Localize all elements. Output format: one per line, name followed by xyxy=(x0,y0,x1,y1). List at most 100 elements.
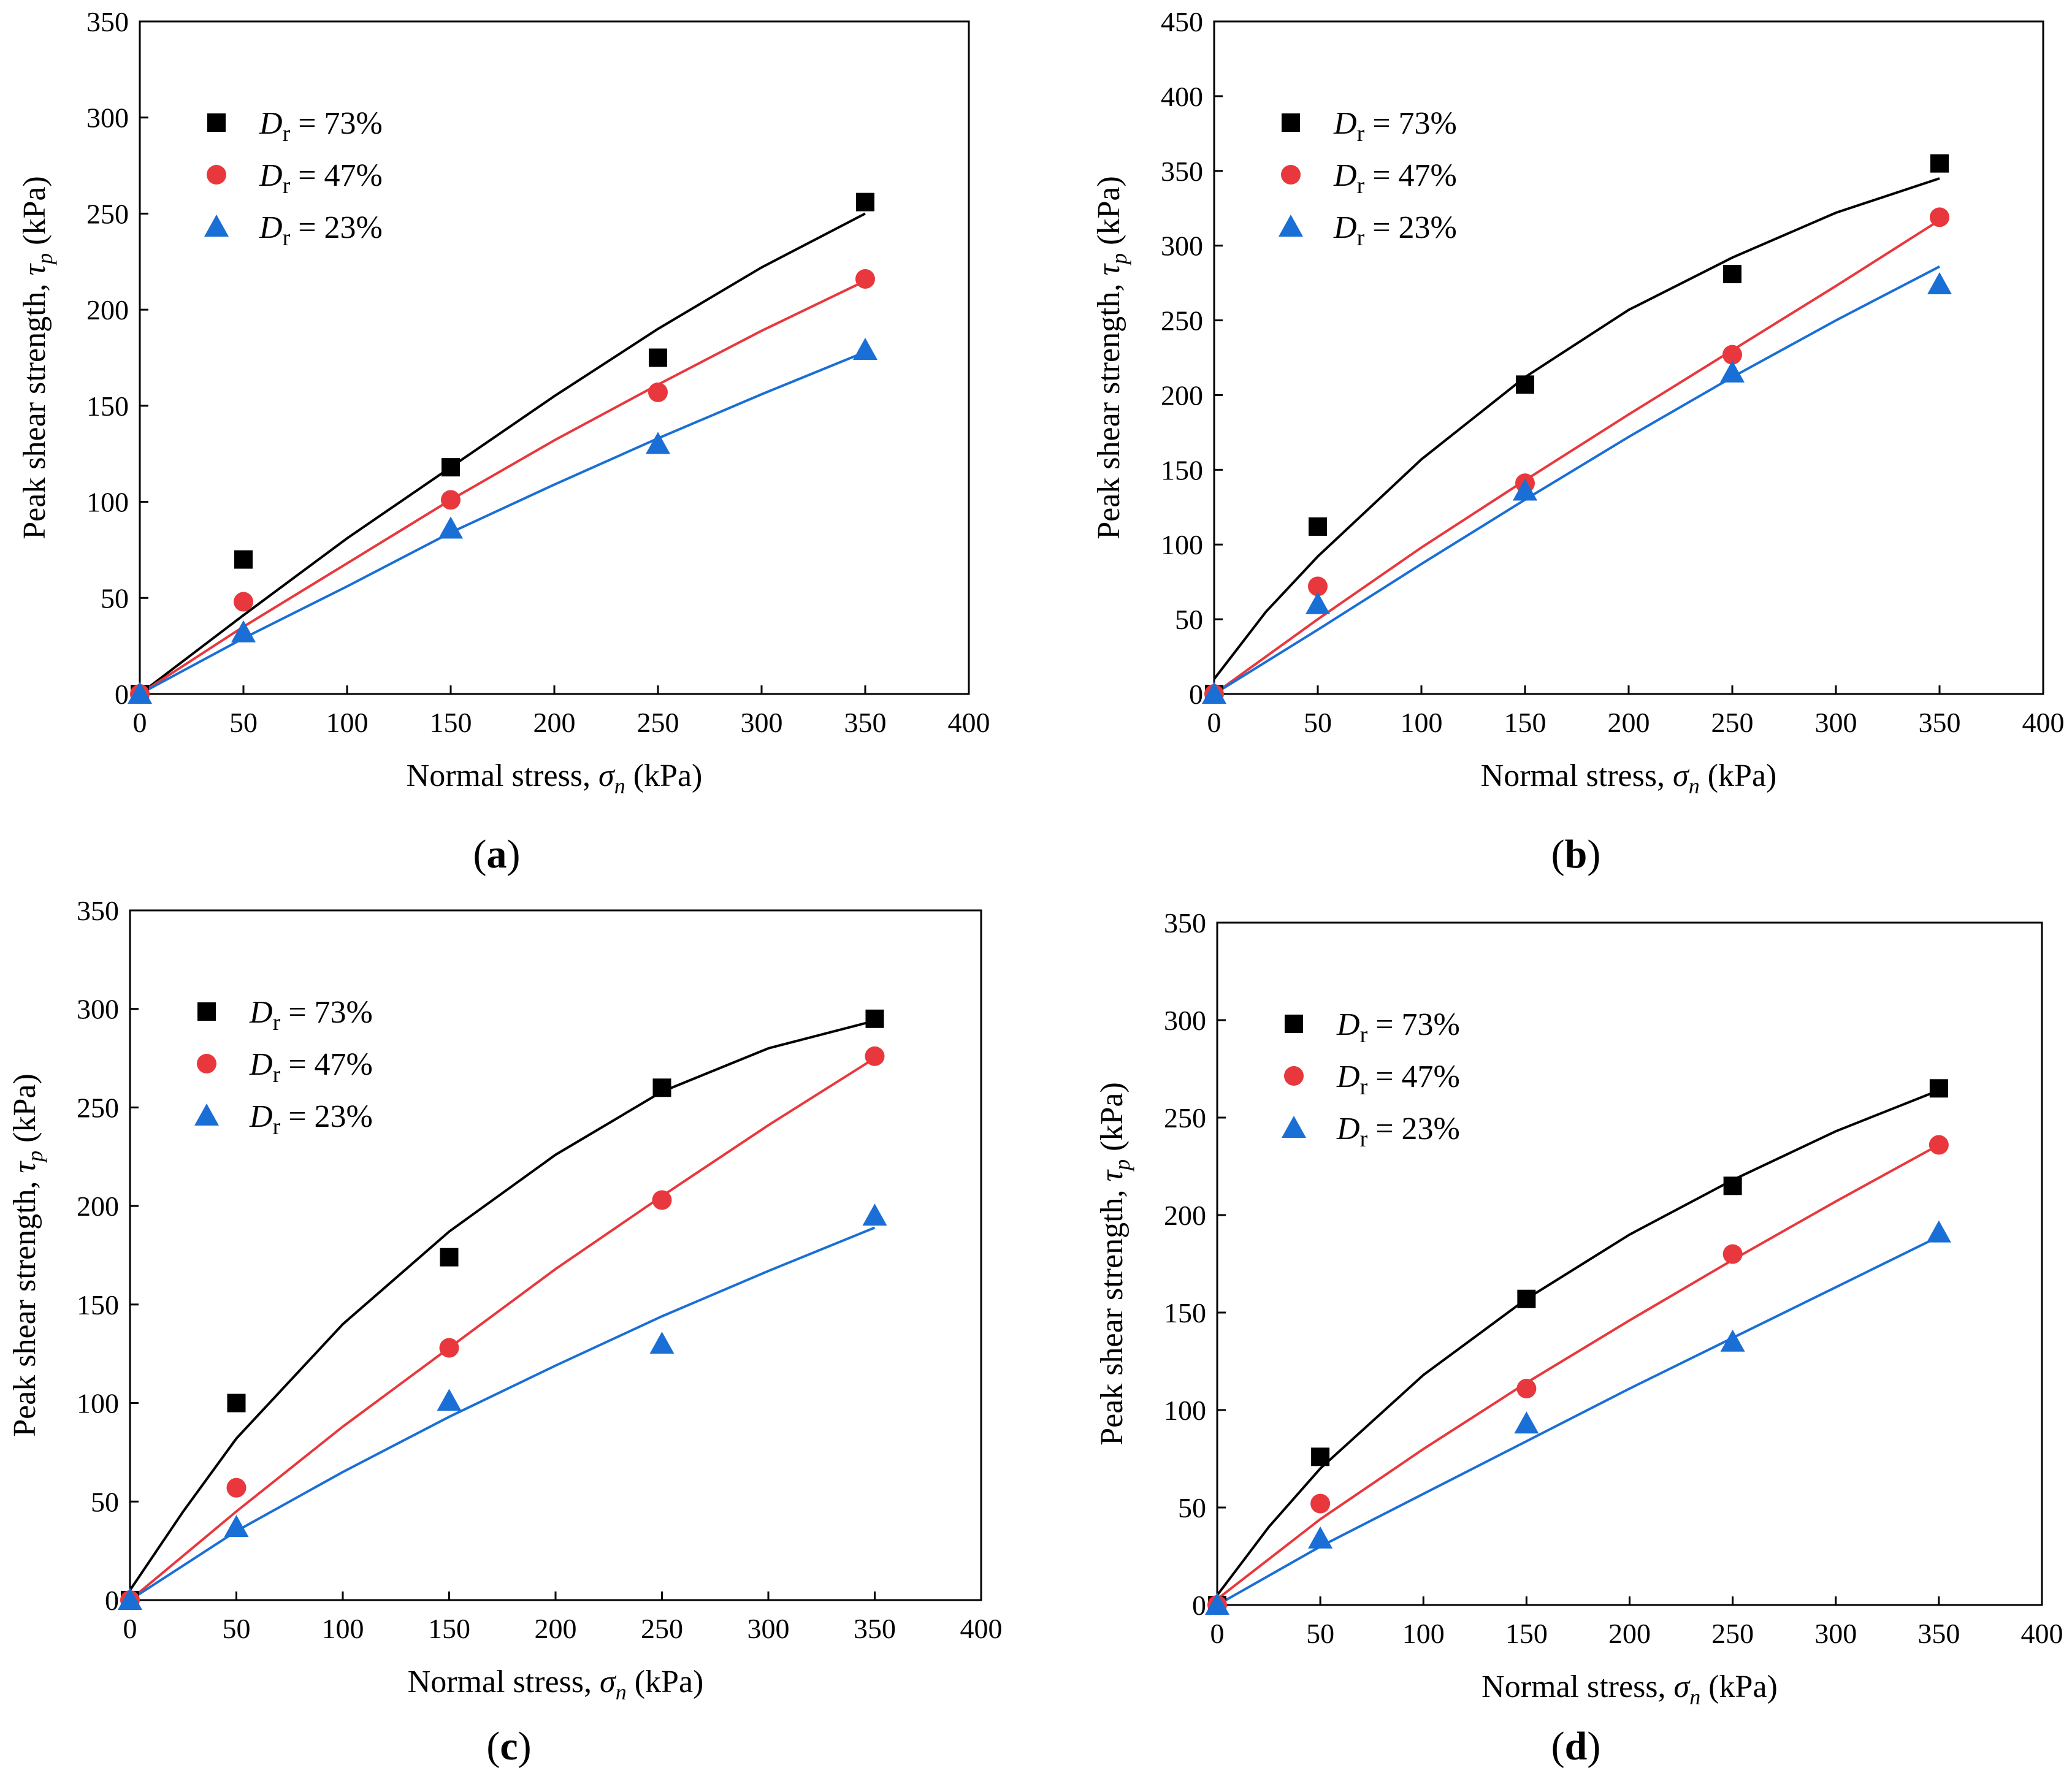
x-tick-label: 0 xyxy=(1207,707,1221,738)
legend-label: Dr = 47% xyxy=(249,1047,373,1088)
y-tick-label: 200 xyxy=(77,1191,119,1222)
y-tick-label: 100 xyxy=(77,1388,119,1419)
legend-marker-circle xyxy=(1281,165,1301,185)
x-tick-label: 400 xyxy=(2022,707,2065,738)
y-tick-label: 250 xyxy=(1164,1102,1206,1134)
data-point-circle xyxy=(234,592,253,612)
y-tick-label: 350 xyxy=(86,6,129,37)
x-tick-label: 200 xyxy=(535,1613,577,1644)
y-axis-title: Peak shear strength, τp (kPa) xyxy=(7,1073,47,1437)
fit-line-circle xyxy=(139,280,866,695)
y-tick-label: 350 xyxy=(77,895,119,926)
y-tick-label: 50 xyxy=(91,1486,119,1517)
y-tick-label: 150 xyxy=(1164,1297,1206,1328)
panel-label: (c) xyxy=(486,1724,531,1769)
legend-marker-circle xyxy=(207,165,226,185)
x-tick-label: 350 xyxy=(854,1613,896,1644)
data-point-square xyxy=(1311,1447,1330,1466)
data-point-square xyxy=(1930,154,1949,173)
y-tick-label: 50 xyxy=(1175,604,1203,635)
y-tick-label: 0 xyxy=(1189,679,1203,710)
data-point-circle xyxy=(652,1190,672,1210)
data-point-triangle xyxy=(1308,1526,1333,1549)
y-tick-label: 300 xyxy=(86,102,129,134)
x-tick-label: 250 xyxy=(1711,1618,1754,1649)
data-point-circle xyxy=(1308,576,1328,597)
legend-label: Dr = 73% xyxy=(1336,1007,1460,1048)
data-point-square xyxy=(227,1393,246,1412)
y-tick-label: 50 xyxy=(101,582,129,614)
data-point-square xyxy=(1309,517,1327,536)
data-point-square xyxy=(1929,1079,1948,1098)
fit-line-circle xyxy=(129,1057,876,1601)
x-axis-title: Normal stress, σn (kPa) xyxy=(1481,1669,1778,1709)
chart-panel-b: 0 50 100 150 200 250 300 350 400 0 50 100 150 200 250 3… xyxy=(1091,6,2065,877)
y-tick-label: 300 xyxy=(77,994,119,1025)
x-tick-label: 300 xyxy=(1814,1618,1857,1649)
x-tick-label: 400 xyxy=(2021,1618,2063,1649)
fit-line-triangle xyxy=(1217,1235,1940,1606)
legend-marker-square xyxy=(1285,1015,1303,1033)
y-tick-label: 450 xyxy=(1161,6,1203,37)
data-point-triangle xyxy=(437,1389,462,1411)
legend-marker-square xyxy=(197,1002,216,1021)
panel-label: (b) xyxy=(1551,832,1601,877)
data-point-triangle xyxy=(1514,1411,1539,1434)
x-tick-label: 400 xyxy=(960,1613,1003,1644)
fit-line-square xyxy=(129,1020,876,1591)
legend-marker-square xyxy=(207,113,226,132)
data-point-triangle xyxy=(1926,1220,1951,1243)
y-tick-label: 300 xyxy=(1161,231,1203,262)
data-point-triangle xyxy=(118,1588,142,1610)
x-tick-label: 250 xyxy=(637,707,679,738)
chart-panel-a: 0 50 100 150 200 250 300 350 400 0 50 100 150 200 250 3… xyxy=(17,6,990,877)
data-point-square xyxy=(1723,264,1741,283)
data-point-circle xyxy=(1722,345,1742,365)
x-tick-label: 400 xyxy=(948,707,990,738)
data-point-square xyxy=(649,348,667,367)
panel-label: (d) xyxy=(1551,1724,1601,1769)
y-tick-label: 400 xyxy=(1161,81,1203,112)
x-tick-label: 50 xyxy=(1304,707,1332,738)
x-tick-label: 150 xyxy=(430,707,472,738)
legend-label: Dr = 73% xyxy=(249,995,373,1035)
y-axis-title: Peak shear strength, τp (kPa) xyxy=(1091,176,1131,539)
fit-line-square xyxy=(139,212,866,695)
x-tick-label: 200 xyxy=(1608,1618,1651,1649)
x-tick-label: 100 xyxy=(322,1613,364,1644)
y-axis-title: Peak shear strength, τp (kPa) xyxy=(1095,1082,1134,1446)
x-tick-label: 0 xyxy=(1210,1618,1225,1649)
x-tick-label: 300 xyxy=(741,707,783,738)
x-tick-label: 100 xyxy=(1401,707,1443,738)
data-point-triangle xyxy=(853,337,877,360)
y-tick-label: 200 xyxy=(1164,1200,1206,1231)
data-point-triangle xyxy=(1720,1329,1745,1352)
x-axis-title: Normal stress, σn (kPa) xyxy=(1481,758,1777,798)
data-point-triangle xyxy=(1205,1593,1229,1615)
x-tick-label: 300 xyxy=(747,1613,790,1644)
y-tick-label: 150 xyxy=(77,1289,119,1321)
x-tick-label: 100 xyxy=(1402,1618,1445,1649)
x-tick-label: 300 xyxy=(1815,707,1857,738)
data-point-square xyxy=(234,550,253,569)
legend-label: Dr = 73% xyxy=(1333,106,1457,147)
x-tick-label: 350 xyxy=(844,707,887,738)
data-point-triangle xyxy=(224,1515,249,1538)
x-tick-label: 250 xyxy=(641,1613,683,1644)
data-point-square xyxy=(1516,375,1534,394)
x-tick-label: 250 xyxy=(1711,707,1754,738)
data-point-triangle xyxy=(438,516,463,539)
x-tick-label: 200 xyxy=(533,707,576,738)
x-tick-label: 50 xyxy=(223,1613,251,1644)
data-point-circle xyxy=(441,490,461,510)
x-tick-label: 150 xyxy=(1505,1618,1548,1649)
data-point-circle xyxy=(648,382,668,402)
legend-marker-square xyxy=(1282,113,1300,132)
y-tick-label: 100 xyxy=(86,487,129,518)
data-point-triangle xyxy=(1306,592,1330,614)
legend-label: Dr = 47% xyxy=(1336,1059,1460,1100)
data-point-triangle xyxy=(862,1203,887,1226)
data-point-circle xyxy=(1310,1493,1331,1514)
y-tick-label: 150 xyxy=(1161,454,1203,486)
